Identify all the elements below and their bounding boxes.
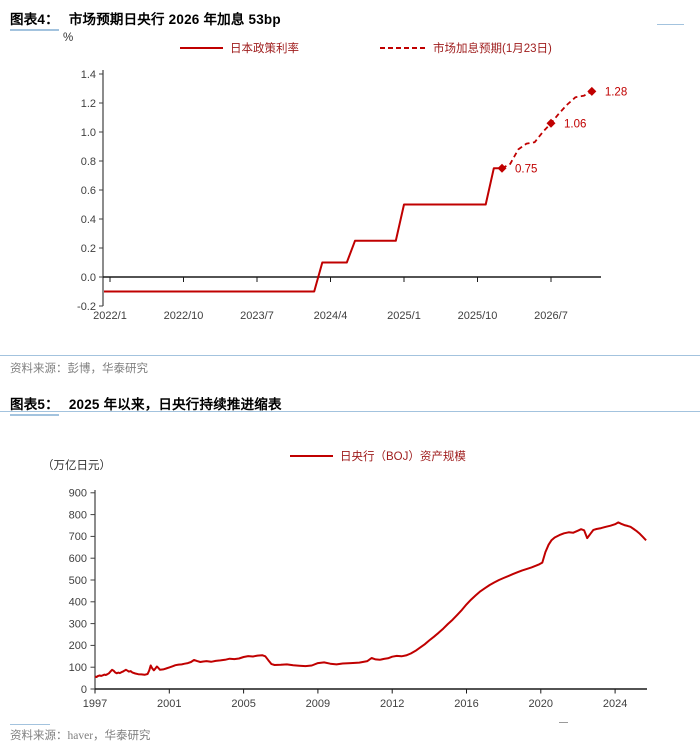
- decorative-line: [10, 724, 50, 725]
- y-tick-label: 1.0: [81, 127, 96, 139]
- series-dashed-line: [501, 90, 593, 170]
- figure5-title: 2025 年以来，日央行持续推进缩表: [68, 397, 282, 412]
- y-tick-label: 800: [69, 509, 87, 521]
- x-tick-label: 1997: [83, 698, 107, 710]
- x-tick-label: 2009: [306, 698, 330, 710]
- data-label: 0.75: [515, 163, 537, 175]
- chart1-legend-expectation: 市场加息预期(1月23日): [380, 40, 552, 56]
- solid-line-swatch: [290, 455, 333, 457]
- figure4-header: 图表4： 市场预期日央行 2026 年加息 53bp: [10, 8, 281, 31]
- y-tick-label: -0.2: [77, 301, 96, 313]
- y-tick-label: 1.4: [81, 69, 96, 81]
- y-tick-label: 0.0: [81, 272, 96, 284]
- y-tick-label: 0.8: [81, 156, 96, 168]
- y-tick-label: 0.2: [81, 243, 96, 255]
- y-tick-label: 500: [69, 575, 87, 587]
- y-tick-label: 100: [69, 662, 87, 674]
- x-tick-label: 2024/4: [314, 310, 348, 322]
- chart1-legend-expectation-label: 市场加息预期(1月23日): [433, 43, 552, 55]
- y-tick-label: 0.6: [81, 185, 96, 197]
- x-tick-label: 2024: [603, 698, 627, 710]
- x-tick-label: 2025/1: [387, 310, 421, 322]
- decorative-dash: [559, 722, 568, 723]
- diamond-marker: [587, 86, 597, 96]
- x-tick-label: 2022/1: [93, 310, 127, 322]
- source-note-figure5: 资料来源：haver，华泰研究: [10, 730, 151, 742]
- figure4-label: 图表4：: [10, 8, 59, 31]
- x-tick-label: 2016: [454, 698, 478, 710]
- series-solid-line: [94, 521, 647, 678]
- series-solid-line: [104, 167, 502, 293]
- source-note-figure4: 资料来源：彭博，华泰研究: [10, 363, 148, 375]
- chart1-unit-label: %: [63, 32, 74, 44]
- y-tick-label: 0.4: [81, 214, 96, 226]
- solid-line-swatch: [180, 47, 223, 49]
- chart1-legend-policy-rate-label: 日本政策利率: [230, 43, 299, 55]
- figure4-title: 市场预期日央行 2026 年加息 53bp: [68, 12, 281, 27]
- policy-rate-chart: -0.2 0.0 0.2 0.4 0.6 0.8 1.0 1.2 1.4 2022/1 2022/1…: [77, 69, 627, 322]
- y-tick-label: 0: [81, 684, 87, 696]
- y-tick-label: 900: [69, 488, 87, 500]
- decorative-line: [657, 24, 684, 25]
- chart2-legend-boj-assets: 日央行（BOJ）资产规模: [290, 448, 466, 464]
- divider-line: [0, 411, 700, 412]
- y-tick-label: 600: [69, 553, 87, 565]
- data-label: 1.28: [605, 86, 627, 98]
- diamond-marker: [546, 118, 556, 128]
- x-tick-label: 2001: [157, 698, 181, 710]
- x-tick-label: 2023/7: [240, 310, 274, 322]
- boj-assets-chart: 0 100 200 300 400 500 600 700 800 900 1997 2001 2005…: [69, 488, 647, 710]
- chart2-unit-label: （万亿日元）: [42, 460, 111, 472]
- x-tick-label: 2005: [231, 698, 255, 710]
- x-tick-label: 2012: [380, 698, 404, 710]
- x-tick-label: 2020: [529, 698, 553, 710]
- divider-line: [0, 355, 700, 356]
- chart2-legend-boj-assets-label: 日央行（BOJ）资产规模: [340, 451, 466, 463]
- figure5-label: 图表5：: [10, 393, 59, 416]
- y-tick-label: 300: [69, 618, 87, 630]
- chart1-legend-policy-rate: 日本政策利率: [180, 40, 299, 56]
- y-tick-label: 200: [69, 640, 87, 652]
- y-tick-label: 700: [69, 531, 87, 543]
- dashed-line-swatch: [380, 47, 426, 49]
- diamond-marker: [497, 163, 507, 173]
- y-tick-label: 400: [69, 597, 87, 609]
- x-tick-label: 2022/10: [164, 310, 204, 322]
- x-tick-label: 2025/10: [458, 310, 498, 322]
- figure5-header: 图表5： 2025 年以来，日央行持续推进缩表: [10, 393, 282, 416]
- y-tick-label: 1.2: [81, 98, 96, 110]
- x-tick-label: 2026/7: [534, 310, 568, 322]
- data-label: 1.06: [564, 118, 586, 130]
